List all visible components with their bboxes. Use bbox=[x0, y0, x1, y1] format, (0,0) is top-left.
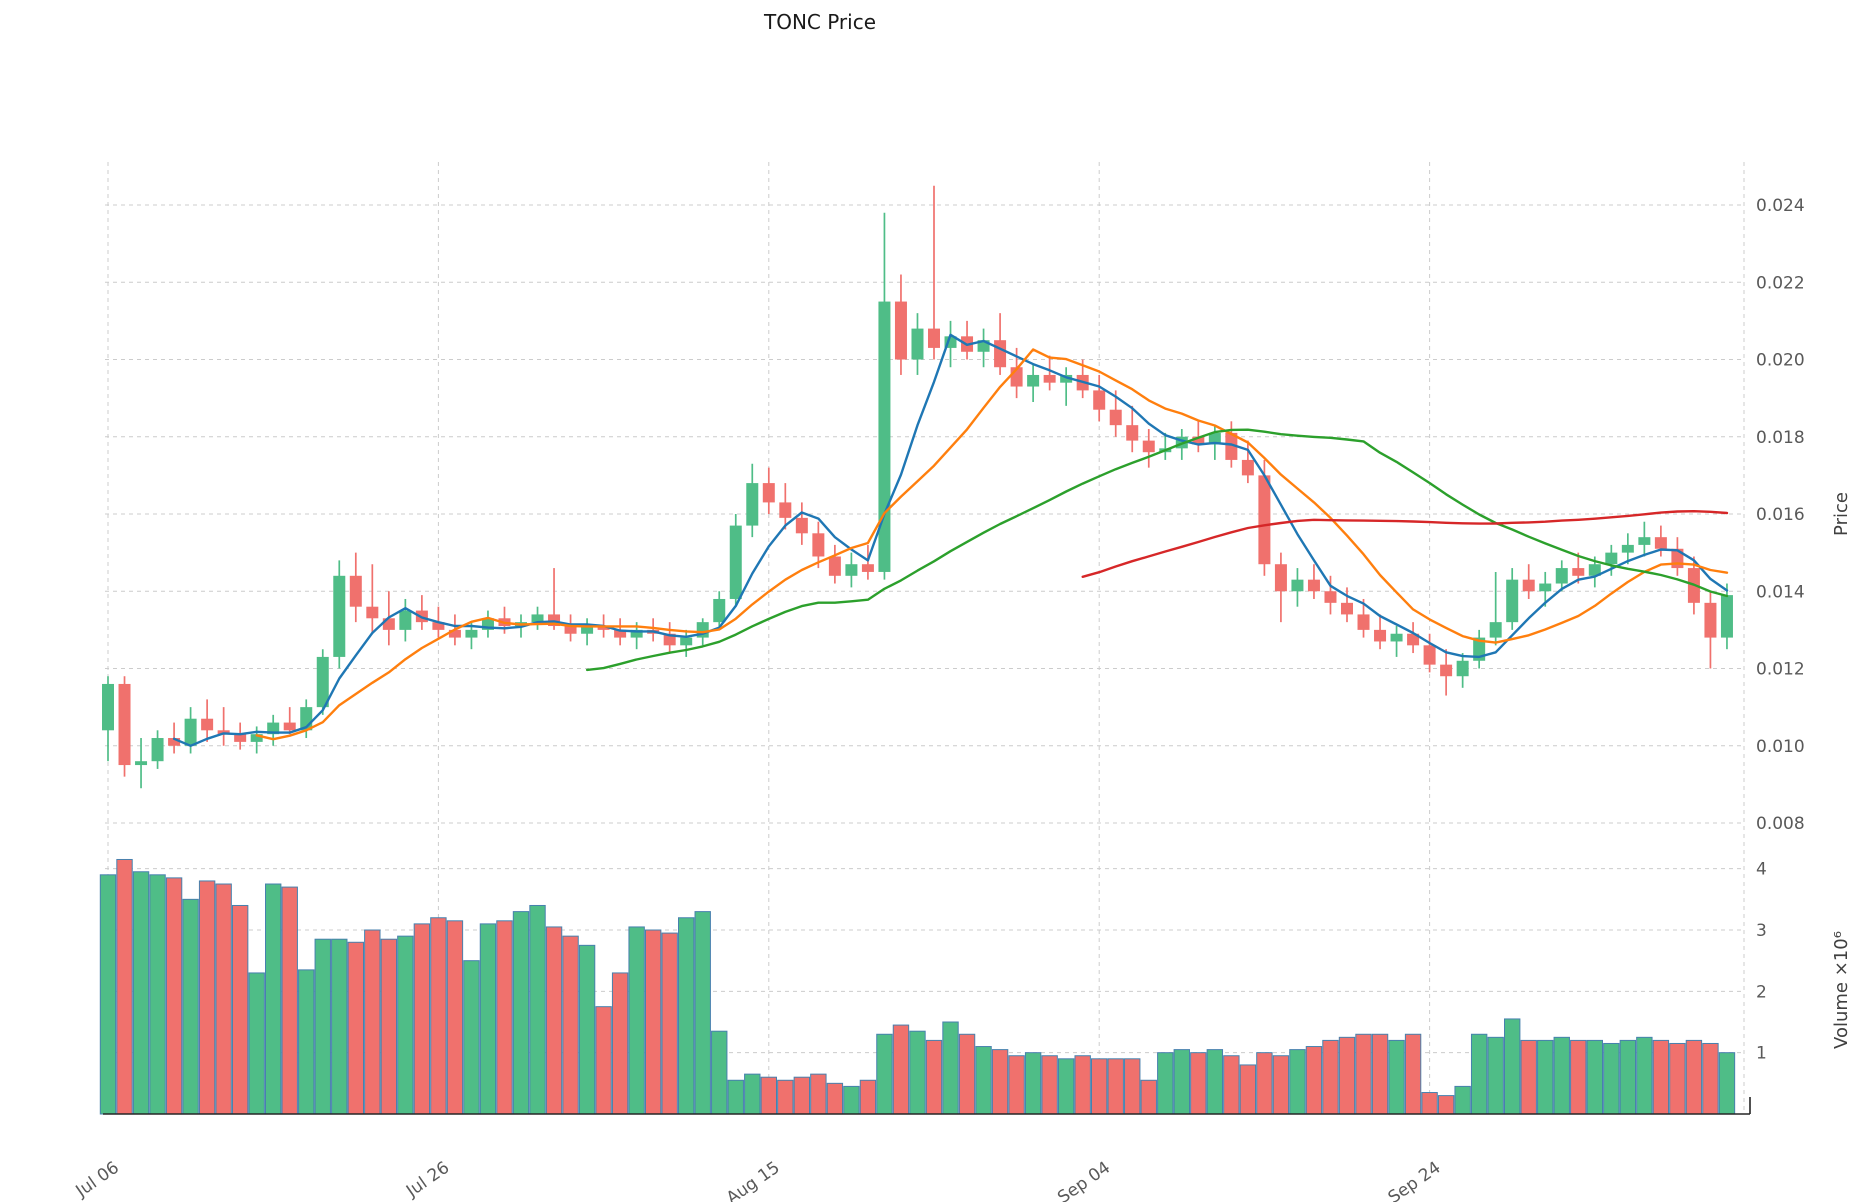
svg-text:4: 4 bbox=[1756, 860, 1767, 880]
svg-text:Jul 06: Jul 06 bbox=[72, 1158, 123, 1202]
svg-text:0.008: 0.008 bbox=[1756, 814, 1805, 834]
svg-text:Jul 26: Jul 26 bbox=[402, 1158, 453, 1202]
svg-text:Sep 04: Sep 04 bbox=[1054, 1158, 1114, 1202]
volume-bars bbox=[99, 858, 1751, 1115]
candlesticks bbox=[102, 185, 1733, 789]
volume-axis-label: Volume ×10⁶ bbox=[1831, 931, 1852, 1049]
svg-text:0.022: 0.022 bbox=[1756, 273, 1805, 293]
svg-text:1: 1 bbox=[1756, 1044, 1767, 1064]
moving-average-lines bbox=[172, 333, 1729, 747]
chart-title: TONC Price bbox=[763, 10, 877, 34]
svg-text:0.014: 0.014 bbox=[1756, 582, 1805, 602]
price-axis-label: Price bbox=[1831, 492, 1852, 536]
svg-text:3: 3 bbox=[1756, 921, 1767, 941]
svg-text:0.012: 0.012 bbox=[1756, 660, 1805, 680]
svg-text:2: 2 bbox=[1756, 982, 1767, 1002]
svg-text:0.018: 0.018 bbox=[1756, 428, 1805, 448]
svg-text:Aug 15: Aug 15 bbox=[723, 1158, 784, 1202]
svg-text:0.016: 0.016 bbox=[1756, 505, 1805, 525]
svg-text:0.010: 0.010 bbox=[1756, 737, 1805, 757]
svg-text:0.020: 0.020 bbox=[1756, 351, 1805, 371]
axis-tick-labels: 0.008 0.010 0.012 0.014 0.016 0.018 0.020 0.022… bbox=[72, 196, 1805, 1202]
svg-text:0.024: 0.024 bbox=[1756, 196, 1805, 216]
svg-text:Sep 24: Sep 24 bbox=[1385, 1158, 1445, 1202]
